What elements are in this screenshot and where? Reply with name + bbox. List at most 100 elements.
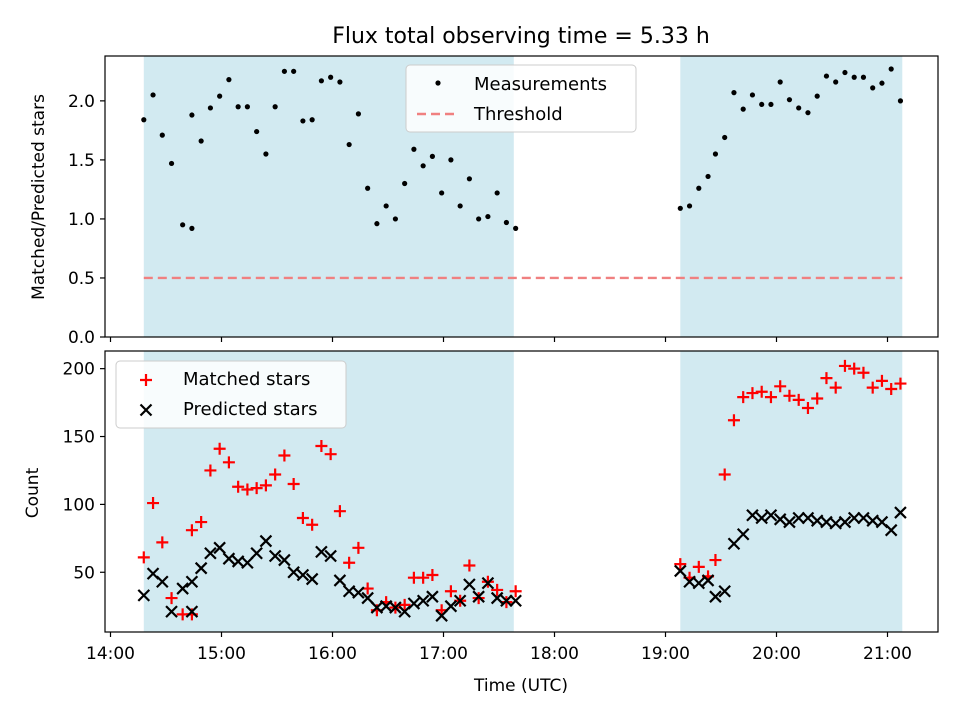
measurement-point (814, 93, 820, 99)
matched-legend-marker (140, 374, 152, 386)
matched-star-point (783, 389, 796, 402)
predicted-star-point (426, 590, 439, 603)
matched-star-point (333, 505, 346, 518)
time-x-tick-label: 15:00 (197, 644, 246, 664)
ratio-panel: 0.00.51.01.52.0 Matched/Predicted stars … (29, 55, 939, 348)
threshold-legend-label: Threshold (473, 104, 563, 125)
measurement-point (823, 73, 830, 79)
predicted-star-point (857, 511, 870, 525)
ratio-y-tick-label: 1.5 (68, 151, 95, 171)
measurement-point (244, 104, 250, 110)
time-x-tick-label: 20:00 (752, 644, 801, 664)
matched-star-point (674, 558, 687, 571)
matched-star-point (875, 374, 888, 387)
predicted-star-point (894, 506, 907, 519)
matched-star-point (829, 381, 842, 394)
measurement-point (439, 190, 445, 196)
predicted-star-point (241, 556, 254, 570)
matched-star-point (718, 468, 731, 481)
measurement-point (870, 85, 876, 91)
time-x-tick-label: 19:00 (641, 644, 690, 664)
predicted-star-point (194, 561, 208, 575)
measurement-point (494, 190, 500, 196)
predicted-star-point (755, 511, 768, 525)
predicted-star-point (727, 537, 741, 551)
measurement-point (337, 79, 343, 85)
time-x-tick-label: 16:00 (308, 644, 357, 664)
predicted-legend-label: Predicted stars (183, 399, 317, 420)
predicted-star-point (718, 584, 731, 598)
predicted-star-point (509, 594, 522, 608)
matched-star-point (444, 585, 457, 598)
count-axes-frame (104, 350, 939, 633)
measurement-point (235, 104, 241, 110)
matched-star-point (352, 541, 365, 554)
measurement-point (805, 110, 811, 116)
time-x-tick-label: 17:00 (419, 644, 468, 664)
matched-star-point (315, 440, 328, 453)
measurement-point (189, 112, 195, 118)
ratio-legend: Measurements Threshold (405, 64, 637, 133)
matched-star-point (269, 468, 282, 481)
measurement-point (420, 163, 426, 169)
measurement-point (355, 111, 361, 117)
predicted-star-point (268, 549, 282, 563)
measurement-point (318, 78, 324, 84)
measurement-point (731, 90, 737, 96)
predicted-star-point (324, 549, 337, 563)
predicted-star-point (453, 594, 467, 608)
matched-star-point (857, 366, 870, 379)
measurement-point (768, 101, 774, 108)
measurement-point (842, 69, 848, 76)
predicted-star-point (463, 578, 476, 591)
ratio-y-tick-label: 2.0 (68, 92, 95, 112)
ratio-y-tick-label: 1.0 (68, 210, 95, 230)
measurement-point (254, 128, 260, 135)
predicted-star-point (847, 511, 861, 525)
matched-star-point (324, 448, 337, 461)
predicted-star-point (692, 576, 706, 590)
matched-star-point (398, 598, 411, 611)
predicted-star-point (435, 609, 448, 622)
predicted-star-point (444, 599, 458, 613)
matched-star-point (509, 585, 522, 598)
measurement-point (392, 216, 398, 222)
measurement-point (759, 101, 765, 108)
matched-star-point (195, 516, 208, 529)
matched-star-point (306, 518, 319, 531)
matched-star-point (746, 387, 759, 400)
predicted-star-point (792, 511, 805, 525)
matched-star-point (417, 571, 430, 584)
measurement-point (833, 79, 839, 85)
predicted-star-point (773, 513, 787, 526)
time-x-tick-label: 21:00 (863, 644, 912, 664)
measurement-point (328, 74, 334, 80)
predicted-star-point (165, 605, 178, 618)
predicted-star-point (481, 576, 495, 590)
ratio-y-axis-label: Matched/Predicted stars (29, 94, 49, 300)
predicted-star-point (137, 589, 151, 602)
matched-star-point (296, 511, 309, 524)
measurement-point (466, 176, 472, 182)
count-y-axis-label: Count (23, 467, 43, 518)
measurement-point (402, 180, 408, 187)
predicted-star-point (352, 586, 365, 599)
measurement-point (786, 97, 793, 103)
measurements-legend-label: Measurements (474, 74, 607, 95)
measurement-point (150, 92, 156, 98)
measurement-point (263, 151, 269, 157)
predicted-star-point (250, 546, 263, 560)
measurement-point (207, 105, 213, 111)
predicted-star-point (333, 574, 347, 587)
count-legend: Matched stars Predicted stars (115, 360, 347, 429)
predicted-star-point (472, 590, 485, 603)
ratio-y-tick-label: 0.5 (68, 269, 95, 289)
matched-star-point (811, 392, 824, 405)
count-y-tick-label: 200 (63, 360, 95, 380)
measurement-point (429, 153, 435, 159)
matched-star-point (692, 560, 705, 573)
predicted-star-point (222, 552, 236, 565)
measurement-point (476, 216, 482, 222)
measurement-point (696, 185, 702, 191)
